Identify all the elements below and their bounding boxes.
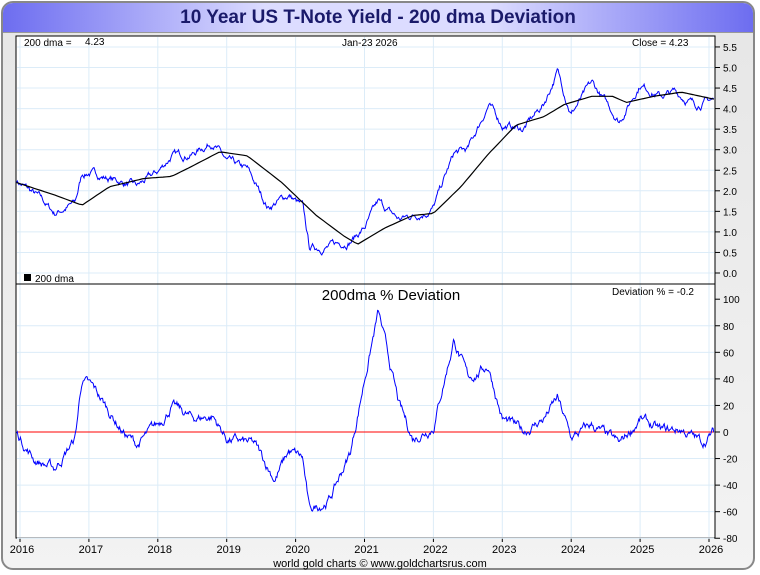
y-tick-label: 0.0	[723, 269, 737, 280]
footer-credit: world gold charts © www.goldchartsrus.co…	[272, 558, 487, 570]
y-tick-label: 1.5	[723, 207, 737, 218]
y-tick-label: 20	[723, 401, 735, 412]
x-tick-label: 2022	[423, 544, 447, 556]
chart-title: 10 Year US T-Note Yield - 200 dma Deviat…	[3, 3, 753, 33]
y-tick-label: 4.0	[723, 105, 737, 116]
x-tick-label: 2017	[79, 544, 103, 556]
legend-label: 200 dma	[35, 274, 74, 285]
y-tick-label: 0.5	[723, 248, 737, 259]
date-label: Jan-23 2026	[342, 38, 398, 49]
x-tick-label: 2020	[285, 544, 309, 556]
deviation-readout: Deviation % = -0.2	[612, 287, 694, 298]
x-tick-label: 2021	[354, 544, 378, 556]
dma-line	[16, 91, 714, 245]
y-tick-label: -60	[723, 508, 738, 519]
y-tick-label: 3.0	[723, 146, 737, 157]
plot-area	[15, 35, 716, 539]
y-tick-label: 5.0	[723, 64, 737, 75]
deviation-title: 200dma % Deviation	[322, 287, 460, 304]
close-label: Close = 4.23	[632, 38, 689, 49]
y-tick-label: 2.5	[723, 166, 737, 177]
x-tick-label: 2023	[492, 544, 516, 556]
x-tick-label: 2025	[630, 544, 654, 556]
y-tick-label: -40	[723, 481, 738, 492]
x-tick-label: 2018	[148, 544, 172, 556]
deviation-line	[16, 309, 715, 512]
y-tick-label: 100	[723, 295, 740, 306]
x-tick-label: 2019	[216, 544, 240, 556]
x-tick-label: 2016	[10, 544, 34, 556]
y-tick-label: -80	[723, 534, 738, 545]
y-tick-label: 60	[723, 348, 735, 359]
y-tick-label: -20	[723, 455, 738, 466]
dma-value: 4.23	[85, 37, 105, 48]
y-tick-label: 2.0	[723, 187, 737, 198]
x-tick-label: 2024	[561, 544, 585, 556]
x-tick-label: 2026	[699, 544, 723, 556]
dma-label: 200 dma =	[24, 38, 72, 49]
y-tick-label: 40	[723, 375, 735, 386]
y-tick-label: 5.5	[723, 43, 737, 54]
y-tick-label: 0	[723, 428, 729, 439]
legend-swatch	[24, 274, 31, 281]
y-tick-label: 4.5	[723, 84, 737, 95]
y-tick-label: 1.0	[723, 228, 737, 239]
y-tick-label: 3.5	[723, 125, 737, 136]
yield-line	[16, 67, 715, 256]
y-tick-label: 80	[723, 322, 735, 333]
